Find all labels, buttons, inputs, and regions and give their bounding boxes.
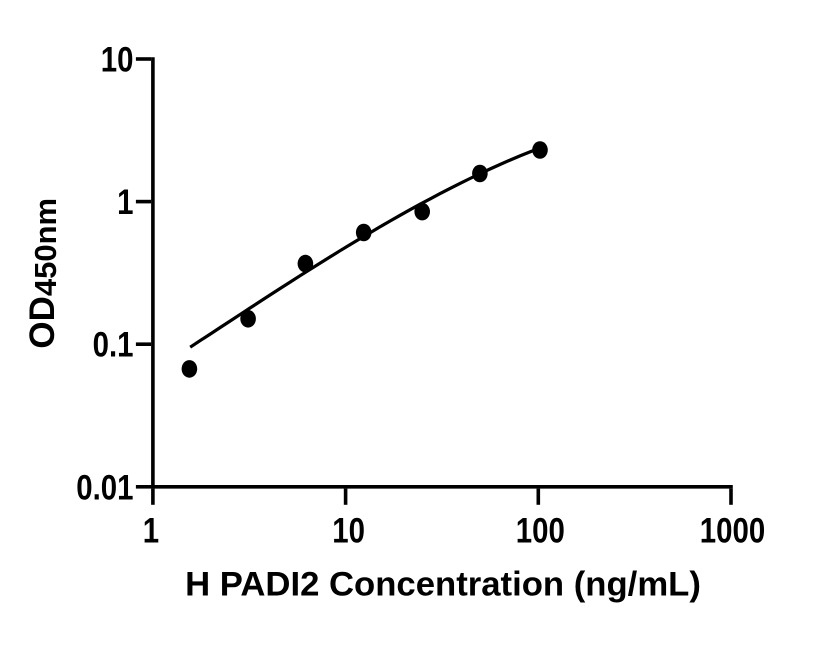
svg-text:0.01: 0.01 — [76, 468, 133, 507]
svg-text:100: 100 — [516, 511, 565, 550]
svg-text:1000: 1000 — [700, 511, 765, 550]
svg-text:1: 1 — [117, 183, 133, 222]
svg-text:10: 10 — [101, 40, 134, 79]
svg-text:0.1: 0.1 — [93, 325, 134, 364]
svg-text:1: 1 — [143, 511, 159, 550]
svg-text:OD450nm: OD450nm — [23, 198, 63, 349]
svg-text:10: 10 — [332, 511, 365, 550]
svg-text:H PADI2 Concentration (ng/mL): H PADI2 Concentration (ng/mL) — [185, 565, 701, 603]
